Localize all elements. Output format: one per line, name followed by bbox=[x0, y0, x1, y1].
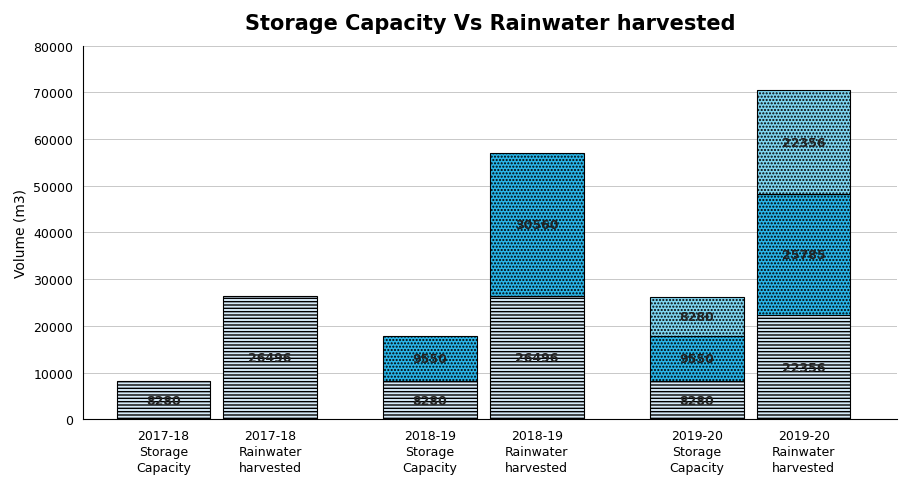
Bar bbox=[757, 315, 850, 420]
Bar bbox=[757, 91, 850, 195]
Y-axis label: Volume (m3): Volume (m3) bbox=[14, 188, 28, 277]
Text: 8280: 8280 bbox=[413, 394, 447, 407]
Bar bbox=[757, 195, 850, 315]
Text: 22356: 22356 bbox=[782, 361, 825, 374]
Text: 9550: 9550 bbox=[413, 352, 447, 365]
Bar bbox=[490, 153, 584, 296]
Text: 25785: 25785 bbox=[782, 249, 825, 262]
Text: 26496: 26496 bbox=[515, 351, 558, 364]
Bar bbox=[384, 381, 476, 420]
Bar bbox=[117, 381, 210, 420]
Bar bbox=[650, 298, 743, 336]
Text: 8280: 8280 bbox=[680, 394, 714, 407]
Bar bbox=[490, 296, 584, 420]
Text: 8280: 8280 bbox=[146, 394, 180, 407]
Bar bbox=[650, 336, 743, 381]
Text: 22356: 22356 bbox=[782, 137, 825, 149]
Title: Storage Capacity Vs Rainwater harvested: Storage Capacity Vs Rainwater harvested bbox=[245, 14, 735, 34]
Text: 30560: 30560 bbox=[515, 218, 558, 231]
Bar bbox=[223, 296, 317, 420]
Text: 8280: 8280 bbox=[680, 310, 714, 324]
Bar bbox=[650, 381, 743, 420]
Text: 26496: 26496 bbox=[249, 351, 292, 364]
Bar bbox=[384, 336, 476, 381]
Text: 9550: 9550 bbox=[680, 352, 714, 365]
